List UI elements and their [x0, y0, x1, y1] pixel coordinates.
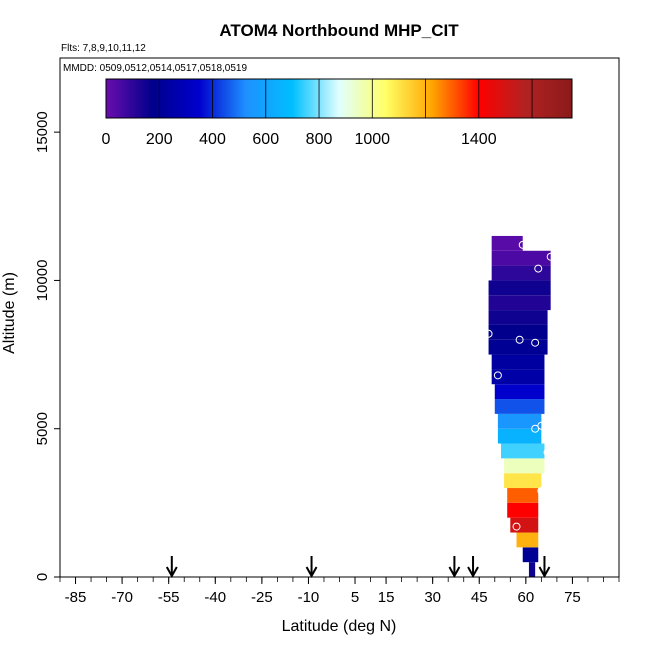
curtain-cell	[507, 502, 539, 518]
curtain-cell	[491, 369, 545, 385]
sample-point	[537, 421, 546, 430]
flight-arrow	[538, 556, 551, 579]
flight-arrow	[467, 556, 479, 579]
colorbar-label: 0	[102, 131, 111, 148]
colorbar-label: 400	[199, 131, 226, 148]
curtain-cell	[516, 532, 539, 548]
x-tick-label: 30	[424, 589, 441, 606]
curtain-cell	[504, 473, 542, 489]
curtain-cell	[504, 458, 545, 474]
curtain-cell	[488, 310, 548, 325]
colorbar-label: 1000	[354, 131, 390, 148]
x-tick-label: -10	[298, 589, 320, 606]
y-tick-label: 0	[34, 573, 51, 581]
curtain-cell	[494, 384, 545, 400]
colorbar: 0 200 400 600 800 1000 1400	[102, 78, 573, 148]
sample-point	[531, 338, 540, 347]
curtain-cell	[507, 488, 539, 503]
y-tick-label: 15000	[34, 111, 51, 153]
curtain-cell	[510, 517, 539, 533]
sample-point	[493, 371, 502, 380]
x-tick-label: -25	[251, 589, 273, 606]
curtain-cell	[488, 339, 548, 355]
curtain-cell	[522, 547, 539, 563]
flight-arrow-head	[448, 566, 461, 579]
flight-arrow-head	[467, 566, 479, 579]
x-tick-label: -85	[65, 589, 87, 606]
x-tick-label: -55	[158, 589, 180, 606]
colorbar-label: 1400	[461, 131, 497, 148]
flights-label: Flts: 7,8,9,10,11,12	[61, 43, 146, 54]
flight-arrow	[305, 556, 318, 579]
x-tick-label: -40	[204, 589, 226, 606]
x-tick-label: 15	[378, 589, 395, 606]
colorbar-label: 600	[252, 131, 279, 148]
curtain-cell	[488, 280, 551, 296]
curtain-cell	[491, 250, 551, 266]
y-axis-label: Altitude (m)	[1, 272, 18, 354]
flight-arrow-head	[538, 566, 551, 579]
sample-point	[543, 448, 552, 457]
sample-point	[531, 424, 540, 433]
curtain-cell	[528, 562, 536, 577]
sample-point	[518, 240, 527, 249]
sample-point	[546, 252, 555, 261]
x-axis-label: Latitude (deg N)	[282, 618, 397, 635]
y-axis: 0 5000 10000 15000	[34, 111, 60, 581]
curtain-cell	[497, 428, 542, 444]
x-tick-label: -70	[111, 589, 133, 606]
sample-point	[534, 264, 543, 273]
colorbar-gradient	[105, 78, 573, 119]
x-tick-label: 75	[564, 589, 581, 606]
x-tick-label: 45	[471, 589, 488, 606]
sample-point	[515, 335, 524, 344]
x-tick-label: 60	[517, 589, 534, 606]
flight-arrow-head	[165, 566, 178, 579]
sample-point	[537, 486, 546, 495]
curtain-cell	[488, 324, 548, 340]
colorbar-label: 200	[146, 131, 173, 148]
colorbar-label: 800	[306, 131, 333, 148]
curtain-cell	[497, 413, 542, 429]
dates-label: MMDD: 0509,0512,0514,0517,0518,0519	[63, 63, 247, 74]
curtain-cell	[488, 295, 551, 311]
y-tick-label: 10000	[34, 260, 51, 302]
curtain-cell	[500, 443, 545, 459]
x-tick-label: 5	[351, 589, 359, 606]
flight-arrow-head	[305, 566, 318, 579]
flight-arrow	[448, 556, 461, 579]
x-axis: -85 -70 -55 -40 -25 -10 5 15 30 45 60 75	[59, 577, 620, 606]
sample-points	[484, 240, 555, 531]
curtain-cell	[491, 235, 523, 251]
curtain-cell	[491, 354, 545, 370]
flight-arrow	[165, 556, 178, 579]
curtain-cell	[491, 265, 551, 281]
sample-point	[512, 522, 521, 531]
sample-point	[484, 329, 493, 338]
y-tick-label: 5000	[34, 412, 51, 445]
curtain-cell	[494, 399, 545, 414]
curtain-plot	[488, 235, 551, 577]
flight-arrows	[165, 556, 551, 579]
chart-title: ATOM4 Northbound MHP_CIT	[219, 21, 459, 40]
